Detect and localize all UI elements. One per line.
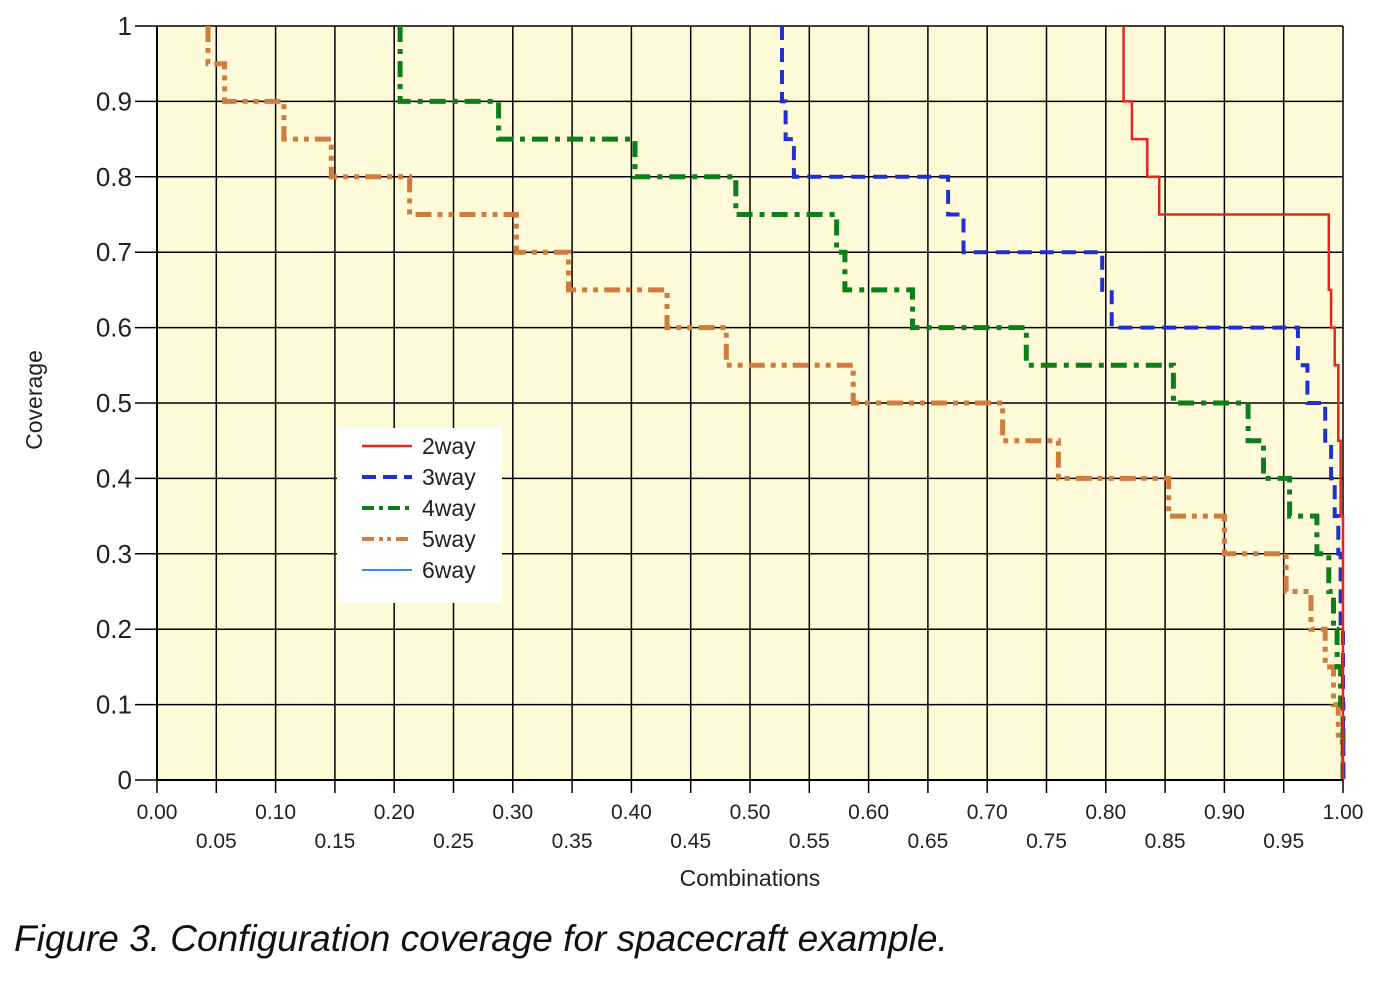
x-tick-label: 0.65 bbox=[907, 830, 948, 853]
x-tick-label: 0.35 bbox=[552, 830, 593, 853]
x-tick-label: 0.70 bbox=[967, 801, 1008, 824]
grid-lines bbox=[156, 25, 1344, 781]
y-tick-label: 1 bbox=[118, 11, 132, 41]
series-line-5way bbox=[205, 26, 1346, 780]
legend-label-4way: 4way bbox=[422, 495, 476, 521]
y-tick-label: 0.7 bbox=[96, 237, 132, 267]
y-tick-label: 0.1 bbox=[96, 690, 132, 720]
legend: 2way 3way 4way 5way 6way bbox=[337, 428, 502, 603]
x-tick-label: 1.00 bbox=[1323, 801, 1364, 824]
x-tick-labels: 0.00 0.10 0.20 0.30 0.40 0.50 0.60 0.70 0.80 0.90… bbox=[137, 801, 1364, 853]
x-tick-label: 0.95 bbox=[1263, 830, 1304, 853]
x-tick-label: 0.85 bbox=[1145, 830, 1186, 853]
x-tick-label: 0.45 bbox=[670, 830, 711, 853]
y-tick-label: 0.9 bbox=[96, 86, 132, 116]
y-tick-labels: 0 0.1 0.2 0.3 0.4 0.5 0.6 0.7 0.8 0.9 1 bbox=[96, 11, 132, 795]
x-tick-label: 0.75 bbox=[1026, 830, 1067, 853]
series-line-2way bbox=[1122, 26, 1345, 780]
y-tick-label: 0.5 bbox=[96, 388, 132, 418]
y-tick-label: 0 bbox=[118, 765, 132, 795]
y-tick-label: 0.6 bbox=[96, 313, 132, 343]
x-axis-label: Combinations bbox=[680, 865, 821, 891]
x-tick-label: 0.90 bbox=[1204, 801, 1245, 824]
x-tick-label: 0.50 bbox=[730, 801, 771, 824]
legend-label-5way: 5way bbox=[422, 526, 476, 552]
x-tick-label: 0.80 bbox=[1085, 801, 1126, 824]
axes bbox=[135, 25, 1344, 793]
legend-box bbox=[337, 428, 502, 603]
series-line-4way bbox=[397, 26, 1346, 780]
x-tick-label: 0.00 bbox=[137, 801, 178, 824]
x-tick-label: 0.10 bbox=[255, 801, 296, 824]
series-line-3way bbox=[780, 26, 1345, 780]
x-tick-label: 0.05 bbox=[196, 830, 237, 853]
y-tick-label: 0.2 bbox=[96, 614, 132, 644]
figure-caption: Figure 3. Configuration coverage for spa… bbox=[14, 918, 948, 959]
x-tick-label: 0.25 bbox=[433, 830, 474, 853]
series-layer bbox=[205, 26, 1346, 780]
legend-label-2way: 2way bbox=[422, 433, 476, 459]
y-tick-label: 0.4 bbox=[96, 463, 132, 493]
y-tick-label: 0.8 bbox=[96, 162, 132, 192]
x-tick-label: 0.55 bbox=[789, 830, 830, 853]
legend-label-6way: 6way bbox=[422, 557, 476, 583]
x-tick-label: 0.40 bbox=[611, 801, 652, 824]
legend-label-3way: 3way bbox=[422, 464, 476, 490]
x-tick-label: 0.60 bbox=[848, 801, 889, 824]
x-tick-label: 0.20 bbox=[374, 801, 415, 824]
coverage-chart: 00.10.20.30.40.50.60.70.80.91 0.00 0.10 0.… bbox=[21, 11, 1364, 891]
y-axis-label: Coverage bbox=[21, 350, 47, 450]
y-tick-label: 0.3 bbox=[96, 539, 132, 569]
x-tick-label: 0.30 bbox=[492, 801, 533, 824]
x-tick-label: 0.15 bbox=[314, 830, 355, 853]
